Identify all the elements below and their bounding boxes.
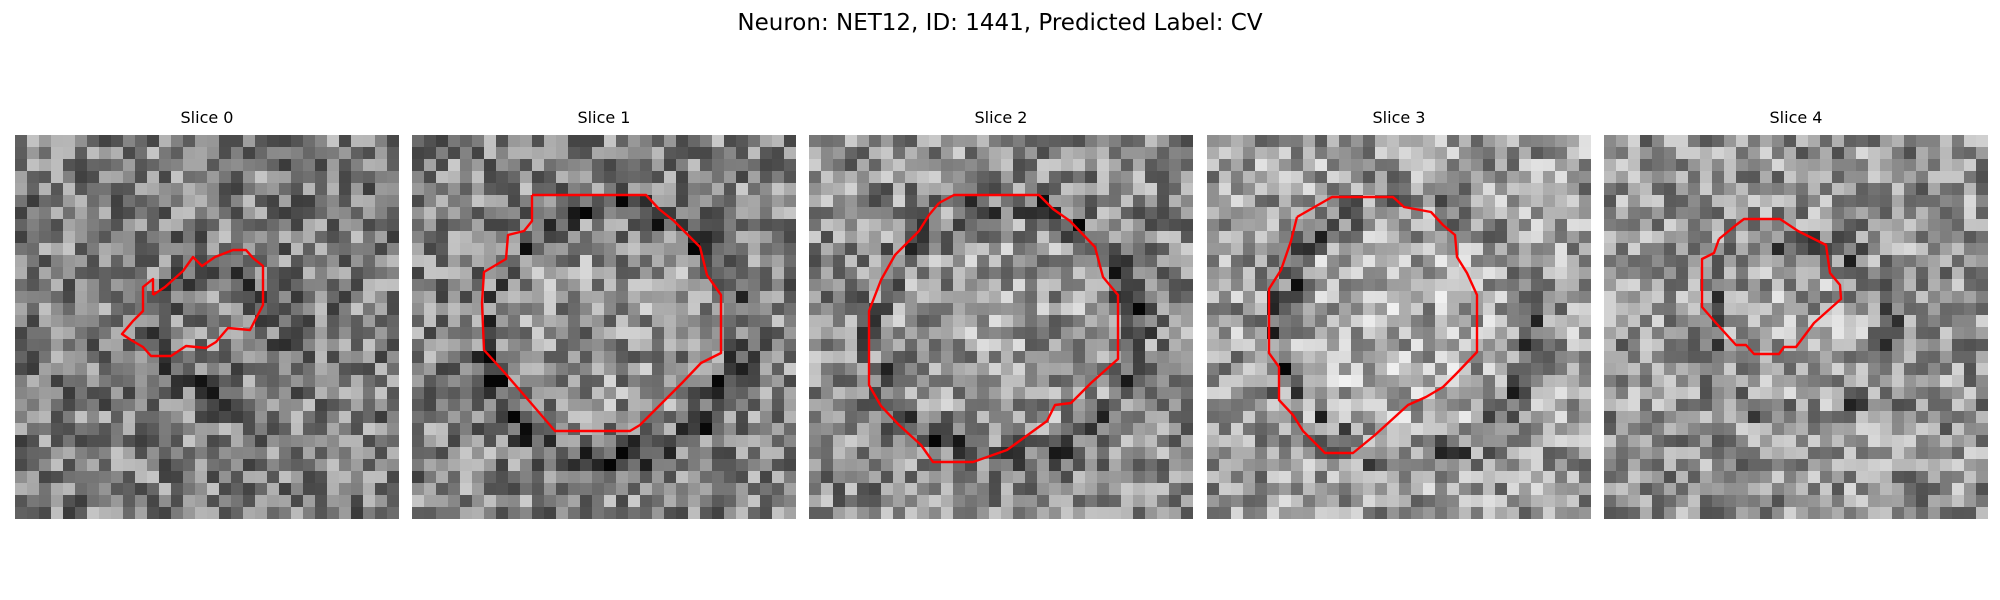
slice-image-4 bbox=[1604, 135, 1988, 519]
slice-title-2: Slice 2 bbox=[974, 108, 1028, 127]
grayscale-pixel-grid bbox=[1604, 135, 1988, 519]
segmentation-contour bbox=[867, 193, 1120, 464]
grayscale-pixel-grid bbox=[412, 135, 796, 519]
segmentation-contour bbox=[1267, 195, 1479, 455]
figure-title: Neuron: NET12, ID: 1441, Predicted Label… bbox=[737, 10, 1263, 36]
slice-panel-1: Slice 1 bbox=[412, 108, 796, 519]
grayscale-pixel-grid bbox=[809, 135, 1193, 519]
segmentation-contour bbox=[1700, 217, 1843, 356]
slice-panel-4: Slice 4 bbox=[1604, 108, 1988, 519]
slice-title-3: Slice 3 bbox=[1372, 108, 1426, 127]
slice-title-1: Slice 1 bbox=[577, 108, 631, 127]
slice-image-0 bbox=[15, 135, 399, 519]
grayscale-pixel-grid bbox=[1207, 135, 1591, 519]
slice-panel-3: Slice 3 bbox=[1207, 108, 1591, 519]
slice-image-2 bbox=[809, 135, 1193, 519]
grayscale-pixel-grid bbox=[15, 135, 399, 519]
slice-image-1 bbox=[412, 135, 796, 519]
slice-panel-0: Slice 0 bbox=[15, 108, 399, 519]
slice-panel-2: Slice 2 bbox=[809, 108, 1193, 519]
slice-title-0: Slice 0 bbox=[180, 108, 234, 127]
slice-image-3 bbox=[1207, 135, 1591, 519]
segmentation-contour bbox=[120, 248, 265, 358]
segmentation-contour bbox=[480, 193, 723, 433]
slice-title-4: Slice 4 bbox=[1769, 108, 1823, 127]
